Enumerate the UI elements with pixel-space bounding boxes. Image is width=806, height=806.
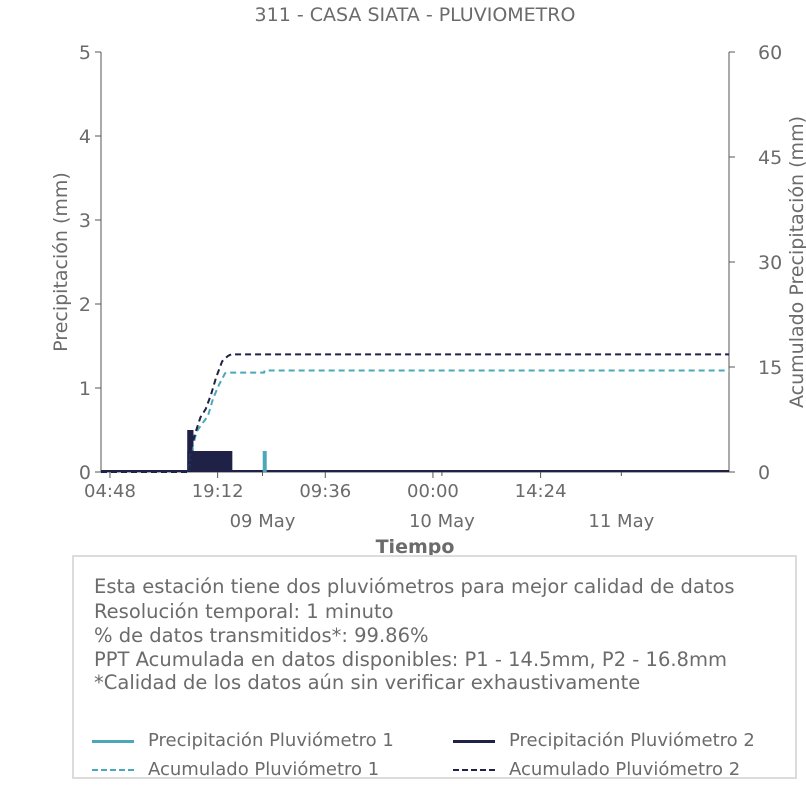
y-tick-label-right: 30 (758, 252, 782, 274)
precip-bar (194, 451, 199, 472)
precip-bar (224, 451, 229, 472)
x-date-label: 10 May (409, 511, 475, 532)
y-tick-label-left: 3 (79, 210, 91, 232)
y-tick-label-left: 1 (79, 378, 91, 400)
x-tick-label: 19:12 (192, 481, 244, 502)
x-date-label: 11 May (588, 511, 654, 532)
info-line-accumulated: PPT Acumulada en datos disponibles: P1 -… (94, 648, 727, 671)
y-axis-label-left: Precipitación (mm) (50, 172, 72, 352)
precip-bar (221, 451, 226, 472)
y-tick-label-left: 2 (79, 294, 91, 316)
legend-swatch-acc2 (453, 769, 495, 771)
chart-title: 311 - CASA SIATA - PLUVIOMETRO (255, 4, 576, 26)
y-axis-label-right: Acumulado Precipitación (mm) (786, 116, 806, 408)
x-tick-label: 09:36 (299, 481, 351, 502)
precip-bar (262, 451, 267, 472)
legend-label-p1: Precipitación Pluviómetro 1 (148, 730, 394, 751)
rainfall-chart: 311 - CASA SIATA - PLUVIOMETRO Precipita… (50, 4, 806, 558)
station-info-box: Esta estación tiene dos pluviómetros par… (72, 555, 797, 780)
precip-bar (187, 430, 192, 472)
info-line-resolution: Resolución temporal: 1 minuto (94, 600, 394, 623)
info-line-stations: Esta estación tiene dos pluviómetros par… (94, 575, 735, 598)
precip-bar (212, 451, 217, 472)
y-tick-label-right: 0 (758, 462, 770, 484)
y-tick-label-right: 45 (758, 147, 782, 169)
precip-bar (215, 451, 220, 472)
legend-label-acc1: Acumulado Pluviómetro 1 (148, 759, 380, 780)
precip-bar (218, 451, 223, 472)
precip-bar (191, 451, 196, 472)
precip-bar (189, 430, 194, 472)
x-tick-label: 04:48 (84, 481, 136, 502)
y-tick-label-left: 0 (79, 462, 91, 484)
legend-swatch-p1 (92, 740, 134, 743)
info-line-transmitted: % de datos transmitidos*: 99.86% (94, 624, 429, 647)
legend-swatch-p2 (453, 740, 495, 743)
x-date-label: 09 May (230, 511, 296, 532)
y-tick-label-right: 15 (758, 357, 782, 379)
x-tick-label: 14:24 (515, 481, 567, 502)
y-tick-label-left: 4 (79, 126, 91, 148)
x-tick-label: 00:00 (407, 481, 459, 502)
precip-bar (200, 451, 205, 472)
legend-label-p2: Precipitación Pluviómetro 2 (509, 730, 755, 751)
precip-bar (197, 451, 202, 472)
precip-bar (206, 451, 211, 472)
precip-bar (209, 451, 214, 472)
y-tick-label-left: 5 (79, 42, 91, 64)
precip-bar (228, 451, 233, 472)
x-axis-label: Tiempo (376, 536, 455, 558)
series-line-acumulado-pluvi-metro-2 (101, 353, 729, 473)
precip-bar (203, 451, 208, 472)
legend-label-acc2: Acumulado Pluviómetro 2 (509, 759, 741, 780)
info-line-quality: *Calidad de los datos aún sin verificar … (94, 671, 641, 694)
y-tick-label-right: 60 (758, 42, 782, 64)
legend-swatch-acc1 (92, 769, 134, 771)
